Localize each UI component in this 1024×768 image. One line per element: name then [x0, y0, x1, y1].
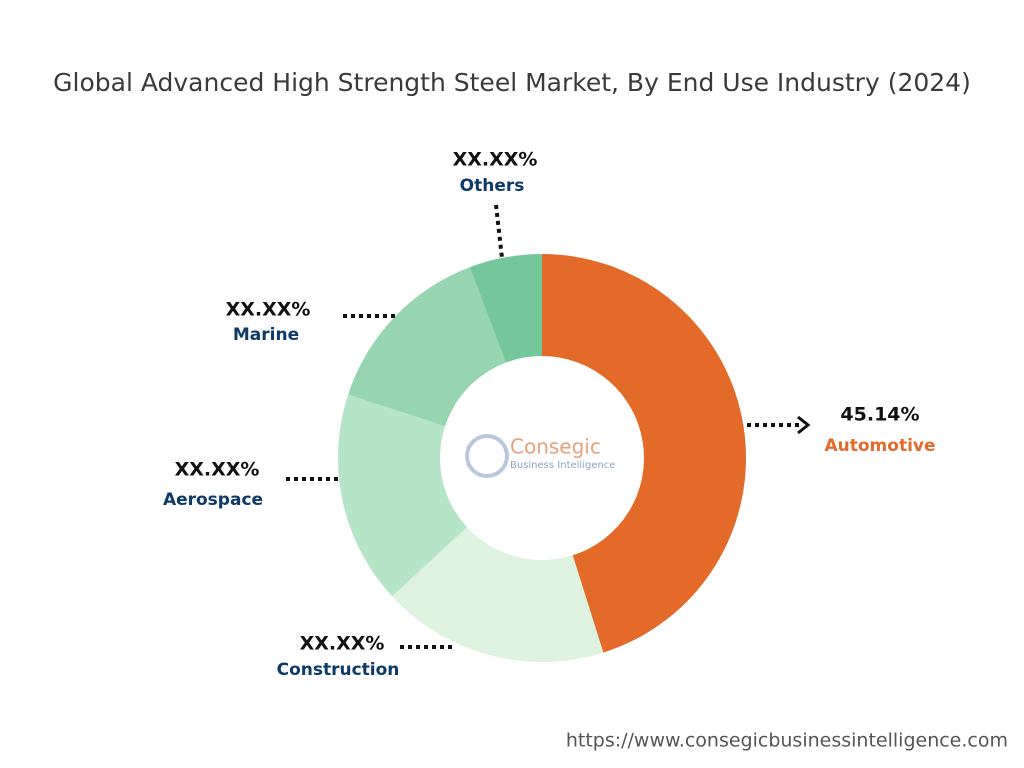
category-label: Automotive — [824, 436, 935, 456]
value-label: XX.XX% — [226, 299, 311, 321]
logo: Consegic Business Intelligence — [465, 434, 615, 478]
category-label: Aerospace — [163, 490, 263, 510]
value-label: XX.XX% — [300, 633, 385, 655]
leader-arrow — [797, 415, 811, 435]
donut-slice — [338, 394, 468, 597]
value-label: XX.XX% — [453, 149, 538, 171]
category-label: Marine — [233, 325, 299, 345]
category-label: Construction — [277, 660, 400, 680]
donut-slice — [348, 267, 506, 427]
footer-url: https://www.consegicbusinessintelligence… — [566, 730, 1008, 752]
logo-icon — [465, 434, 509, 478]
donut — [338, 254, 747, 662]
donut-slice — [542, 254, 747, 653]
logo-tagline: Business Intelligence — [510, 460, 615, 471]
value-label: XX.XX% — [175, 459, 260, 481]
value-label: 45.14% — [840, 404, 919, 426]
leaders — [286, 204, 811, 649]
donut-slice — [392, 527, 604, 662]
chart-title: Global Advanced High Strength Steel Mark… — [53, 68, 971, 97]
donut-slice — [469, 254, 542, 363]
leader-line — [494, 204, 504, 259]
category-label: Others — [460, 176, 525, 196]
logo-name: Consegic — [510, 435, 601, 459]
